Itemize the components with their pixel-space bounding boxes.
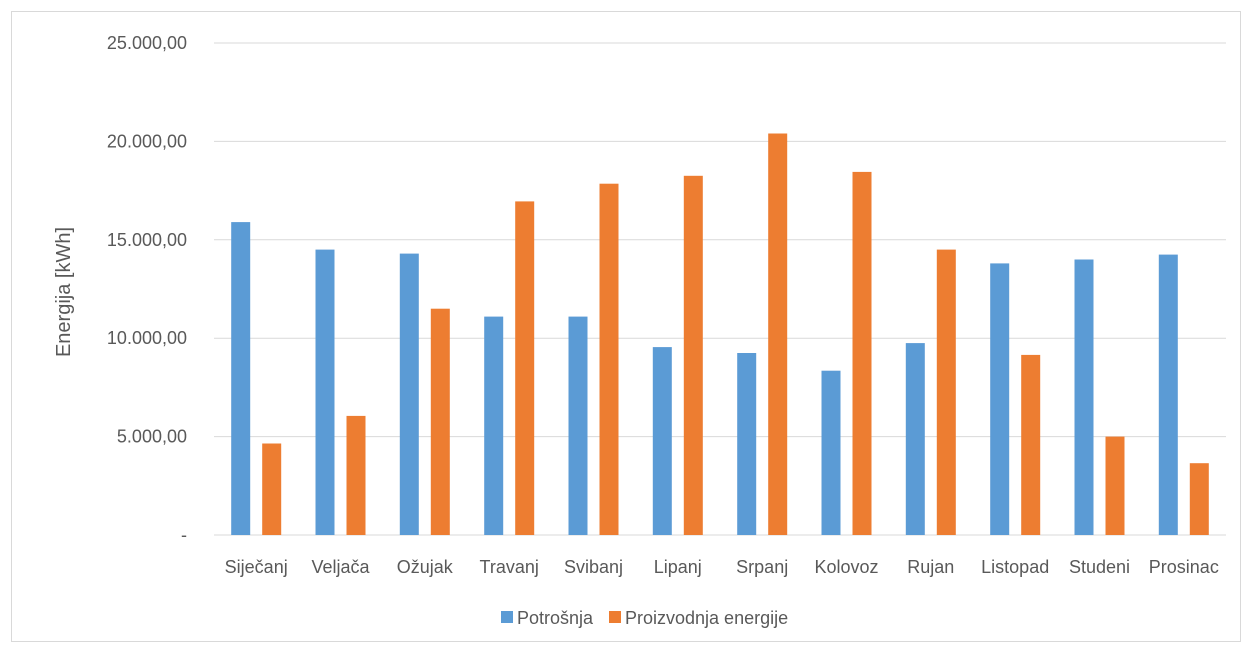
bar-potrosnja-kolovoz [821, 370, 841, 535]
x-tick-label-studeni: Studeni [1069, 557, 1130, 577]
bar-proizvodnja-energije-lipanj [683, 175, 703, 536]
legend-swatch-potrosnja [501, 611, 513, 623]
bar-potrosnja-lipanj [652, 347, 672, 535]
bar-proizvodnja-energije-travanj [515, 201, 535, 535]
y-tick-label: 5.000,00 [117, 427, 187, 447]
x-tick-label-ozujak: Ožujak [397, 557, 454, 577]
bar-proizvodnja-energije-srpanj [768, 133, 788, 535]
x-tick-label-travanj: Travanj [480, 557, 539, 577]
bar-proizvodnja-energije-listopad [1021, 354, 1041, 535]
bar-potrosnja-sijecanj [231, 222, 251, 535]
bars [231, 133, 1209, 536]
x-tick-label-rujan: Rujan [907, 557, 954, 577]
bar-proizvodnja-energije-ozujak [430, 308, 450, 535]
gridlines [214, 42, 1226, 536]
x-tick-label-srpanj: Srpanj [736, 557, 788, 577]
bar-potrosnja-rujan [905, 343, 925, 535]
x-tick-label-listopad: Listopad [981, 557, 1049, 577]
x-tick-label-svibanj: Svibanj [564, 557, 623, 577]
bar-potrosnja-ozujak [399, 253, 419, 535]
y-tick-labels: - 5.000,00 10.000,00 15.000,00 20.000,00 25.0… [107, 33, 187, 545]
legend: Potrošnja Proizvodnja energije [501, 608, 788, 628]
chart-frame [11, 11, 1241, 642]
y-tick-label: - [181, 525, 187, 545]
x-tick-labels: Siječanj Veljača Ožujak Travanj Svibanj Lipan… [225, 557, 1219, 577]
bar-potrosnja-travanj [484, 316, 504, 535]
bar-potrosnja-studeni [1074, 259, 1094, 535]
bar-potrosnja-svibanj [568, 316, 588, 535]
y-tick-label: 10.000,00 [107, 328, 187, 348]
y-tick-label: 25.000,00 [107, 33, 187, 53]
bar-potrosnja-srpanj [737, 353, 757, 535]
x-tick-label-kolovoz: Kolovoz [814, 557, 878, 577]
y-tick-label: 15.000,00 [107, 230, 187, 250]
bar-proizvodnja-energije-prosinac [1189, 463, 1209, 535]
y-tick-label: 20.000,00 [107, 131, 187, 151]
bar-potrosnja-prosinac [1158, 254, 1178, 535]
legend-label-proizvodnja: Proizvodnja energije [625, 608, 788, 628]
bar-proizvodnja-energije-veljaca [346, 415, 366, 535]
legend-label-potrosnja: Potrošnja [517, 608, 594, 628]
x-tick-label-prosinac: Prosinac [1149, 557, 1219, 577]
x-tick-label-veljaca: Veljača [311, 557, 370, 577]
bar-proizvodnja-energije-kolovoz [852, 171, 872, 535]
bar-proizvodnja-energije-svibanj [599, 183, 619, 535]
x-tick-label-sijecanj: Siječanj [225, 557, 288, 577]
bar-proizvodnja-energije-sijecanj [262, 443, 282, 535]
bar-proizvodnja-energije-rujan [936, 249, 956, 535]
legend-swatch-proizvodnja [609, 611, 621, 623]
x-tick-label-lipanj: Lipanj [654, 557, 702, 577]
y-axis-title: Energija [kWh] [53, 227, 75, 357]
bar-proizvodnja-energije-studeni [1105, 436, 1125, 535]
bar-potrosnja-listopad [990, 263, 1010, 535]
bar-potrosnja-veljaca [315, 249, 335, 535]
